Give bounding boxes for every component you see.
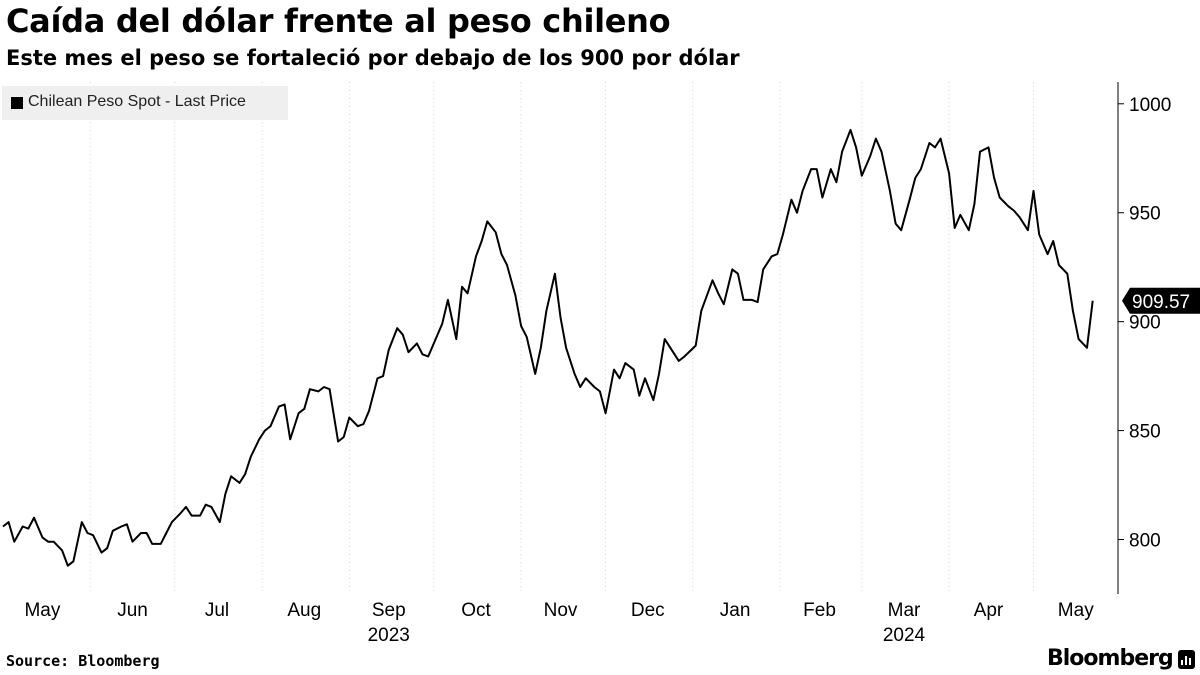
- series-line: [2, 128, 1094, 567]
- x-tick-label: Jul: [205, 600, 229, 621]
- y-tick-label: 850: [1129, 422, 1161, 443]
- x-tick-label: Dec: [631, 600, 665, 621]
- x-tick-label: Apr: [974, 600, 1004, 621]
- source-note: Source: Bloomberg: [6, 652, 160, 670]
- x-tick-label: Sep: [372, 600, 406, 621]
- legend: Chilean Peso Spot - Last Price: [2, 86, 288, 120]
- x-tick-label: Mar: [888, 600, 921, 621]
- x-year-label: 2023: [368, 625, 410, 646]
- x-tick-label: Nov: [544, 600, 578, 621]
- bloomberg-logo: Bloomberg: [1047, 646, 1174, 671]
- chart-title: Caída del dólar frente al peso chileno: [6, 2, 671, 40]
- y-tick-label: 1000: [1129, 95, 1171, 116]
- x-tick-label: Jan: [720, 600, 751, 621]
- chart-subtitle: Este mes el peso se fortaleció por debaj…: [6, 46, 740, 70]
- last-value-tag: [1122, 287, 1200, 314]
- bloomberg-bars-icon: [1178, 650, 1195, 669]
- y-tick-label: 800: [1129, 531, 1161, 552]
- x-year-label: 2024: [883, 625, 926, 646]
- x-tick-label: Aug: [287, 600, 321, 621]
- x-tick-label: Feb: [803, 600, 836, 621]
- y-tick-label: 900: [1129, 313, 1161, 334]
- x-tick-label: Oct: [461, 600, 491, 621]
- legend-label: Chilean Peso Spot - Last Price: [28, 93, 246, 110]
- x-tick-label: May: [1058, 600, 1094, 621]
- x-tick-label: Jun: [117, 600, 148, 621]
- last-value-label: 909.57: [1132, 292, 1190, 313]
- x-tick-label: May: [24, 600, 60, 621]
- y-tick-label: 950: [1129, 204, 1161, 225]
- legend-swatch: [11, 97, 23, 109]
